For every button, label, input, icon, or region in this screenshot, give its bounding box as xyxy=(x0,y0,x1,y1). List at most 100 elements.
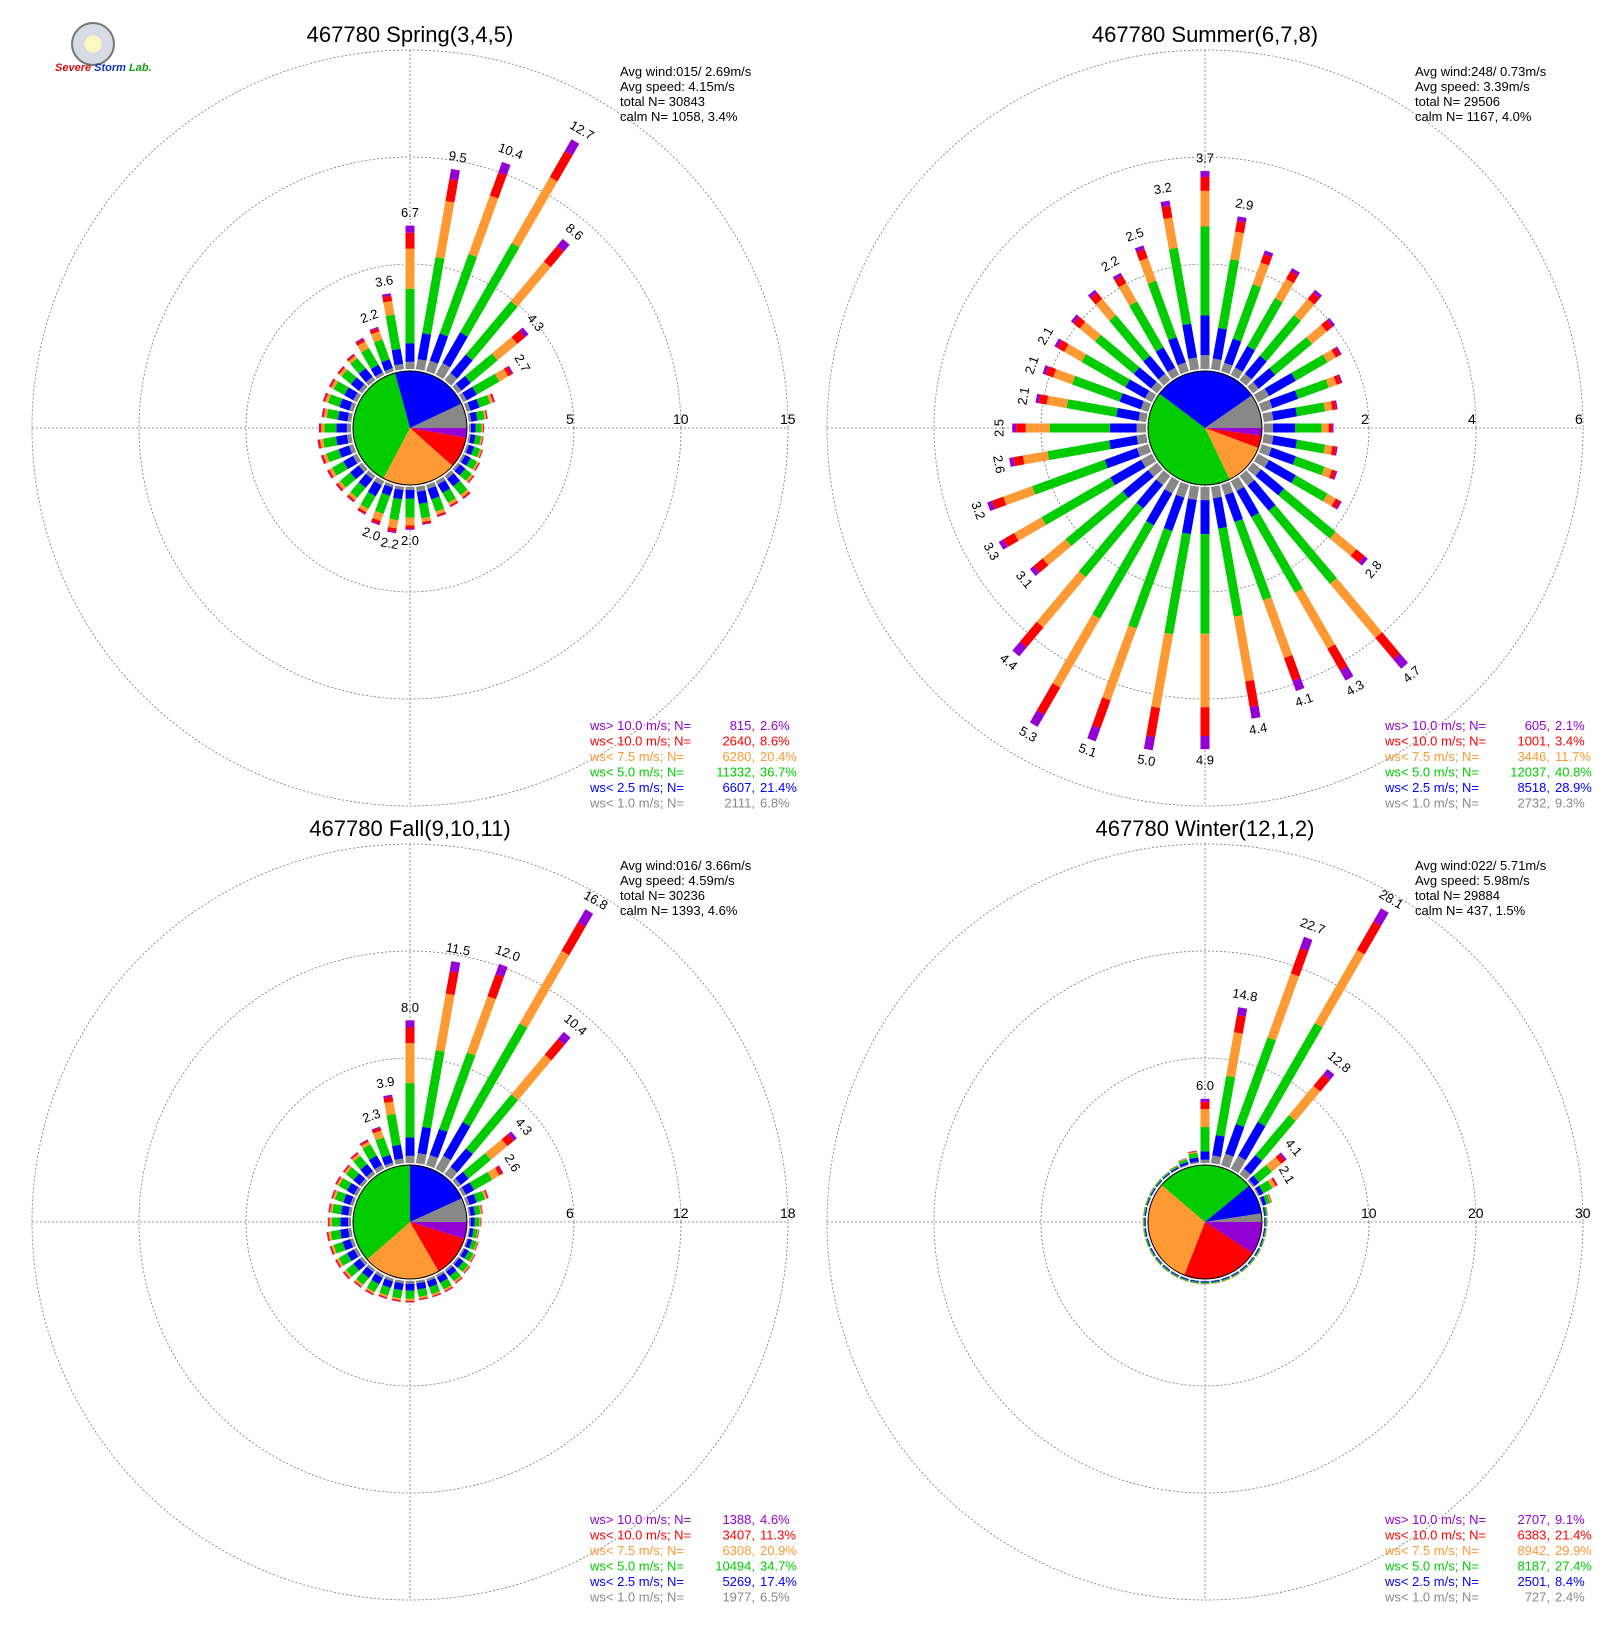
legend-label: ws< 1.0 m/s; N= xyxy=(1384,1590,1479,1605)
wind-bar-segment xyxy=(1253,368,1276,389)
wind-bar-segment xyxy=(1327,644,1348,671)
wind-bar-segment xyxy=(465,1238,473,1249)
logo-part-2: Storm xyxy=(94,62,126,74)
wind-bar-segment xyxy=(1122,469,1154,499)
bar-label: 4.3 xyxy=(512,1115,535,1138)
wind-bar-segment xyxy=(450,1148,473,1173)
legend-pct: 11.3% xyxy=(760,1528,796,1543)
wind-bar-segment xyxy=(1248,1175,1260,1187)
wind-bar-segment xyxy=(458,1247,465,1257)
wind-bar-segment xyxy=(1042,365,1049,375)
wind-bar-segment xyxy=(358,473,373,488)
wind-bar-segment xyxy=(336,1257,344,1268)
legend-count: 8187, xyxy=(1517,1559,1550,1574)
wind-bar-segment xyxy=(350,482,366,498)
wind-bar-70 xyxy=(1258,374,1343,413)
wind-bar-80 xyxy=(467,409,488,423)
wind-bar-segment xyxy=(445,178,459,203)
wind-bar-segment xyxy=(463,1196,470,1207)
wind-bar-70 xyxy=(463,1189,489,1207)
wind-bar-segment xyxy=(1114,275,1127,288)
wind-bar-segment xyxy=(1087,289,1098,299)
wind-bar-segment xyxy=(343,1194,354,1206)
wind-bar-200: 2.0 xyxy=(360,481,395,544)
wind-bar-segment xyxy=(1072,375,1123,402)
wind-bar-segment xyxy=(543,245,564,268)
wind-bar-segment xyxy=(1247,479,1276,511)
wind-bar-segment xyxy=(1045,366,1057,378)
wind-bar-140 xyxy=(1239,1264,1249,1273)
legend-count: 10494, xyxy=(715,1559,755,1574)
wind-bar-segment xyxy=(468,1228,474,1238)
wind-bar-segment xyxy=(453,480,468,496)
wind-bar-segment xyxy=(1014,517,1047,541)
wind-bar-segment xyxy=(489,172,507,199)
legend-pct: 28.9% xyxy=(1555,780,1592,795)
wind-bar-segment xyxy=(360,1139,369,1146)
wind-bar-segment xyxy=(1278,488,1336,539)
wind-bar-segment xyxy=(508,1131,517,1141)
ring-label: 6 xyxy=(566,1205,574,1221)
stats-avg-wind: Avg wind:016/ 3.66m/s xyxy=(620,858,752,873)
wind-bar-segment xyxy=(577,909,594,927)
legend-label: ws< 2.5 m/s; N= xyxy=(1384,1574,1479,1589)
wind-bar-0: 3.7 xyxy=(1196,150,1214,369)
wind-bar-segment xyxy=(353,1258,366,1271)
wind-bar-segment xyxy=(339,398,353,411)
wind-bar-segment xyxy=(323,453,330,464)
wind-bar-segment xyxy=(1247,381,1259,394)
legend-count: 1001, xyxy=(1517,734,1550,749)
legend-label: ws< 1.0 m/s; N= xyxy=(589,1590,684,1605)
wind-bar-segment xyxy=(449,500,459,507)
legend-pct: 11.7% xyxy=(1555,749,1591,764)
wind-bar-segment xyxy=(1232,284,1262,342)
wind-bar-segment xyxy=(1269,390,1299,409)
wind-bar-340 xyxy=(1178,1157,1190,1169)
wind-bar-segment xyxy=(336,1176,344,1187)
bar-label: 2.0 xyxy=(401,533,419,548)
wind-bar-segment xyxy=(384,1101,396,1116)
pie-slice xyxy=(1184,1222,1253,1279)
wind-bar-segment xyxy=(1095,298,1117,321)
wind-bar-170 xyxy=(415,1279,429,1301)
legend-label: ws< 7.5 m/s; N= xyxy=(589,749,684,764)
wind-bar-segment xyxy=(1053,369,1076,385)
bar-label: 4.3 xyxy=(524,311,547,334)
wind-bar-segment xyxy=(1350,549,1365,563)
wind-bar-segment xyxy=(425,360,439,375)
wind-bar-segment xyxy=(344,1269,352,1279)
wind-bar-segment xyxy=(452,1178,462,1188)
wind-bar-260: 2.6 xyxy=(990,433,1148,475)
wind-bar-segment xyxy=(1234,519,1272,601)
wind-bar-segment xyxy=(1269,337,1313,375)
wind-bar-segment xyxy=(557,1031,571,1045)
wind-bar-segment xyxy=(381,484,394,496)
wind-bar-segment xyxy=(1109,435,1139,450)
wind-bar-segment xyxy=(384,1162,395,1169)
wind-bar-segment xyxy=(461,1182,475,1195)
wind-bar-330 xyxy=(1169,1164,1180,1174)
legend-label: ws> 10.0 m/s; N= xyxy=(1384,1512,1486,1527)
wind-bar-segment xyxy=(1262,433,1274,445)
pie-slice xyxy=(1161,1165,1250,1222)
wind-bar-segment xyxy=(372,1130,384,1141)
ring-label: 18 xyxy=(780,1205,796,1221)
stats-avg-wind: Avg wind:022/ 5.71m/s xyxy=(1415,858,1547,873)
wind-bar-segment xyxy=(1337,374,1343,384)
wind-bar-segment xyxy=(463,1237,469,1247)
wind-bar-segment xyxy=(426,1278,438,1288)
wind-bar-segment xyxy=(332,1190,339,1200)
wind-bar-segment xyxy=(375,1270,385,1278)
wind-bar-segment xyxy=(340,1205,350,1216)
wind-bar-140 xyxy=(444,1264,463,1284)
wind-bar-segment xyxy=(425,1275,436,1282)
legend-pct: 21.4% xyxy=(1555,1528,1592,1543)
wind-bar-segment xyxy=(1029,565,1040,576)
wind-bar-segment xyxy=(341,369,357,385)
wind-bar-290 xyxy=(1145,1196,1152,1207)
wind-rose-panel-1: 5 10 156.79.5 10.412.78.64.32.72.02.22.02.2… xyxy=(31,22,797,811)
wind-bar-segment xyxy=(1148,462,1163,477)
wind-bar-segment xyxy=(347,412,353,423)
wind-bar-segment xyxy=(467,475,475,483)
bar-label: 6.0 xyxy=(1196,1078,1214,1093)
